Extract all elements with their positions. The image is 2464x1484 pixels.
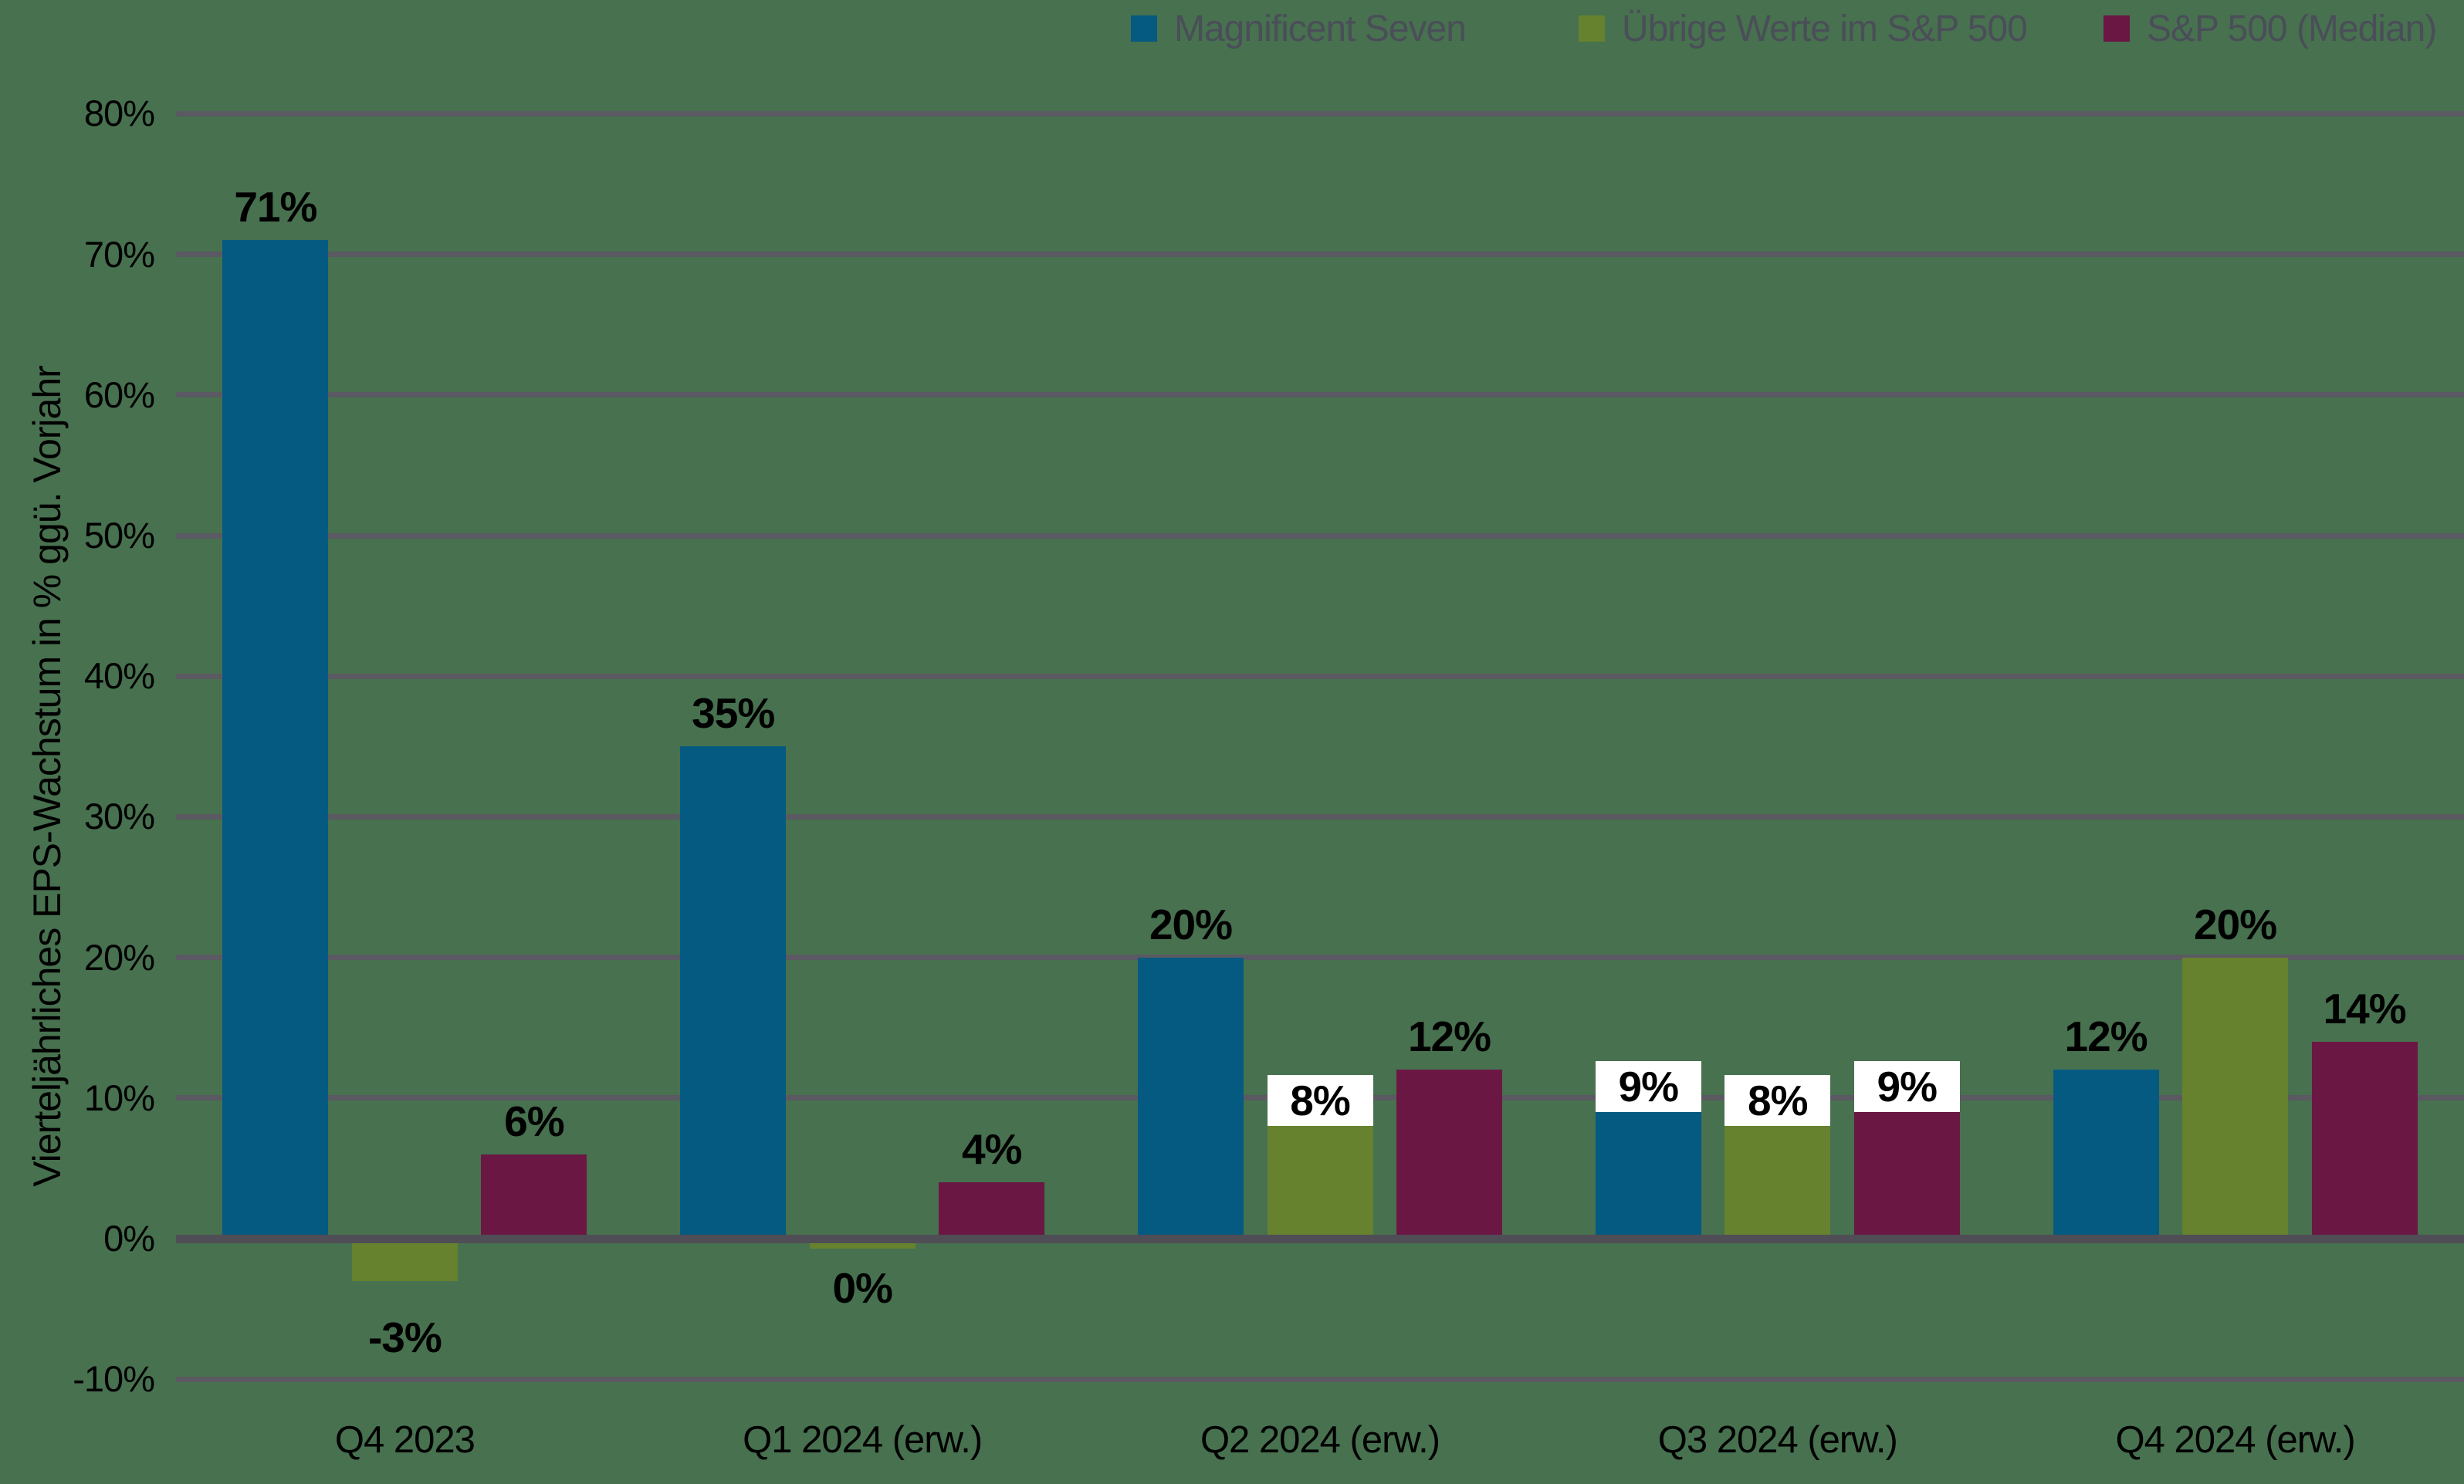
bar-value-label: 14%: [2323, 984, 2407, 1033]
bar: [2182, 957, 2289, 1235]
bar: [2311, 1041, 2418, 1235]
legend-item: Magnificent Seven: [1131, 6, 1467, 51]
y-tick-label: 0%: [103, 1218, 155, 1259]
bar: [481, 1154, 587, 1235]
bar: [1853, 1112, 1960, 1235]
bar: [222, 240, 329, 1235]
gridline: [176, 1376, 2464, 1382]
legend-label: Übrige Werte im S&P 500: [1622, 8, 2028, 49]
zero-gridline: [176, 1234, 2464, 1243]
x-axis-label: Q4 2024 (erw.): [2115, 1419, 2356, 1461]
bar-value-label: 8%: [1724, 1075, 1831, 1127]
y-tick-label: 40%: [83, 655, 155, 697]
bar-value-label: 6%: [504, 1097, 565, 1145]
bar: [2053, 1070, 2159, 1235]
y-tick-label: 70%: [83, 233, 155, 275]
bar-value-label: 12%: [2064, 1012, 2148, 1061]
bar-value-label: 4%: [961, 1125, 1023, 1174]
legend-swatch: [2104, 15, 2130, 42]
gridline: [176, 110, 2464, 117]
bar: [1724, 1126, 1831, 1235]
gridline: [176, 252, 2464, 258]
bar: [680, 746, 787, 1235]
y-tick-label: 20%: [83, 936, 155, 978]
bar: [351, 1243, 458, 1281]
bar-value-label: 12%: [1407, 1012, 1491, 1061]
bar: [809, 1243, 916, 1249]
bar-value-label: 0%: [832, 1264, 893, 1312]
bar: [939, 1182, 1045, 1235]
gridline: [176, 955, 2464, 961]
gridline: [176, 673, 2464, 679]
bar-value-label: 20%: [2194, 900, 2277, 948]
gridline: [176, 392, 2464, 398]
legend-label: S&P 500 (Median): [2147, 8, 2437, 49]
y-tick-label: -10%: [73, 1358, 155, 1400]
y-tick-label: 50%: [83, 515, 155, 556]
legend-swatch: [1579, 15, 1605, 42]
x-axis-label: Q2 2024 (erw.): [1200, 1419, 1440, 1461]
y-tick-label: 30%: [83, 796, 155, 837]
bar-value-label: 8%: [1267, 1075, 1373, 1127]
gridline: [176, 813, 2464, 820]
x-axis-label: Q3 2024 (erw.): [1657, 1419, 1898, 1461]
x-axis-label: Q4 2023: [334, 1419, 476, 1461]
legend-item: Übrige Werte im S&P 500: [1579, 6, 2028, 51]
bar: [1267, 1126, 1373, 1235]
bar-value-label: 35%: [692, 689, 775, 738]
y-tick-label: 10%: [83, 1077, 155, 1118]
bar: [1595, 1112, 1701, 1235]
bar-value-label: 71%: [234, 183, 317, 232]
bar: [1396, 1070, 1502, 1235]
y-tick-label: 80%: [83, 93, 155, 134]
bar-value-label: 9%: [1853, 1061, 1960, 1113]
bar-value-label: 20%: [1149, 900, 1233, 948]
legend-item: S&P 500 (Median): [2104, 6, 2437, 51]
bar-value-label: 9%: [1595, 1061, 1701, 1113]
legend-swatch: [1131, 15, 1157, 42]
bar-value-label: -3%: [367, 1313, 442, 1361]
gridline: [176, 532, 2464, 539]
legend-label: Magnificent Seven: [1174, 8, 1467, 49]
bar: [1138, 957, 1244, 1235]
y-tick-label: 60%: [83, 374, 155, 415]
x-axis-label: Q1 2024 (erw.): [743, 1419, 983, 1461]
